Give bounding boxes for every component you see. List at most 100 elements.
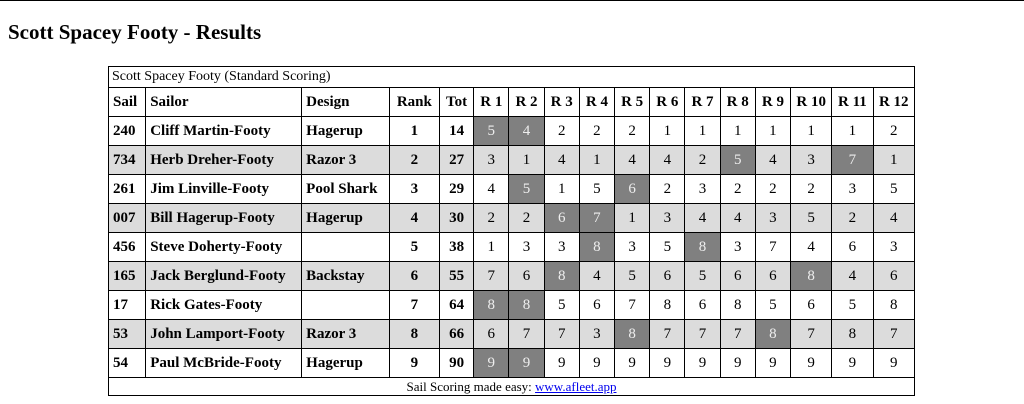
race-score: 3 [473, 145, 510, 175]
race-score: 7 [473, 261, 510, 291]
race-score: 5 [754, 290, 792, 320]
race-score: 4 [578, 261, 616, 291]
race-score: 9 [543, 348, 580, 378]
race-score: 3 [719, 232, 756, 262]
race-score: 6 [754, 261, 792, 291]
sail-number: 734 [107, 145, 147, 175]
table-row: 53 John Lamport-Footy Razor 3 8 66 6 7 7 3 8 7 7 7 8 7… [107, 319, 916, 349]
race-score: 4 [473, 174, 510, 204]
race-score-discarded: 8 [754, 319, 792, 349]
race-score-discarded: 9 [508, 348, 545, 378]
race-score: 9 [649, 348, 686, 378]
sail-number: 456 [107, 232, 147, 262]
column-header: Rank [388, 87, 441, 117]
total-points: 29 [438, 174, 475, 204]
table-caption: Scott Spacey Footy (Standard Scoring) [108, 66, 915, 88]
race-score-discarded: 8 [684, 232, 721, 262]
race-score: 9 [790, 348, 833, 378]
race-score: 3 [543, 232, 580, 262]
column-header: R 7 [684, 87, 721, 117]
table-row: 17 Rick Gates-Footy 7 64 8 8 5 6 7 8 6 8 5 6 5 8 [107, 290, 916, 320]
race-score: 9 [578, 348, 616, 378]
sail-number: 261 [107, 174, 147, 204]
race-score-discarded: 7 [831, 145, 874, 175]
total-points: 64 [438, 290, 475, 320]
race-score: 5 [649, 232, 686, 262]
sail-number: 007 [107, 203, 147, 233]
rank: 5 [388, 232, 441, 262]
sailor-name: Bill Hagerup-Footy [145, 203, 303, 233]
race-score: 4 [543, 145, 580, 175]
column-header: Design [301, 87, 390, 117]
rank: 3 [388, 174, 441, 204]
race-score: 2 [578, 116, 616, 146]
race-score: 3 [831, 174, 874, 204]
race-score: 4 [831, 261, 874, 291]
table-row: 240 Cliff Martin-Footy Hagerup 1 14 5 4 2 2 2 1 1 1 1… [107, 116, 916, 146]
column-header: R 9 [754, 87, 792, 117]
boat-design: Razor 3 [301, 145, 390, 175]
race-score: 9 [872, 348, 916, 378]
sailor-name: Cliff Martin-Footy [145, 116, 303, 146]
column-header: R 11 [831, 87, 874, 117]
race-score-discarded: 8 [543, 261, 580, 291]
rank: 7 [388, 290, 441, 320]
race-score: 2 [649, 174, 686, 204]
race-score: 2 [508, 203, 545, 233]
rank: 2 [388, 145, 441, 175]
boat-design [301, 290, 390, 320]
race-score: 3 [649, 203, 686, 233]
sailor-name: Jack Berglund-Footy [145, 261, 303, 291]
column-header: R 3 [543, 87, 580, 117]
race-score: 5 [543, 290, 580, 320]
race-score: 7 [719, 319, 756, 349]
race-score: 7 [872, 319, 916, 349]
race-score: 6 [790, 290, 833, 320]
race-score: 4 [872, 203, 916, 233]
race-score: 1 [578, 145, 616, 175]
race-score: 9 [614, 348, 651, 378]
rank: 8 [388, 319, 441, 349]
afleet-link[interactable]: www.afleet.app [535, 378, 617, 394]
race-score: 1 [754, 116, 792, 146]
footer-text: Sail Scoring made easy: [406, 378, 536, 394]
race-score: 8 [872, 290, 916, 320]
race-score: 2 [831, 203, 874, 233]
race-score: 5 [578, 174, 616, 204]
column-header: R 10 [790, 87, 833, 117]
rank: 4 [388, 203, 441, 233]
column-header: R 5 [614, 87, 651, 117]
sail-number: 17 [107, 290, 147, 320]
race-score: 2 [473, 203, 510, 233]
race-score: 7 [543, 319, 580, 349]
total-points: 27 [438, 145, 475, 175]
sailor-name: Steve Doherty-Footy [145, 232, 303, 262]
race-score-discarded: 6 [614, 174, 651, 204]
race-score: 8 [831, 319, 874, 349]
table-row: 54 Paul McBride-Footy Hagerup 9 90 9 9 9 9 9 9 9 9 9 9… [107, 348, 916, 378]
race-score-discarded: 5 [719, 145, 756, 175]
race-score: 3 [578, 319, 616, 349]
column-header: R 1 [473, 87, 510, 117]
total-points: 38 [438, 232, 475, 262]
top-divider [0, 0, 1024, 1]
race-score-discarded: 6 [543, 203, 580, 233]
race-score-discarded: 5 [473, 116, 510, 146]
column-header: Sail [107, 87, 147, 117]
race-score: 1 [614, 203, 651, 233]
race-score-discarded: 8 [790, 261, 833, 291]
race-score: 1 [473, 232, 510, 262]
race-score: 1 [872, 145, 916, 175]
race-score-discarded: 4 [508, 116, 545, 146]
race-score: 7 [754, 232, 792, 262]
race-score: 4 [614, 145, 651, 175]
race-score: 3 [872, 232, 916, 262]
race-score: 6 [831, 232, 874, 262]
table-row: 456 Steve Doherty-Footy 5 38 1 3 3 8 3 5 8 3 7 4 6 3 [107, 232, 916, 262]
race-score: 2 [790, 174, 833, 204]
race-score: 9 [719, 348, 756, 378]
table-row: 165 Jack Berglund-Footy Backstay 6 55 7 6 8 4 5 6 5… [107, 261, 916, 291]
column-header: R 8 [719, 87, 756, 117]
column-header: Sailor [145, 87, 303, 117]
